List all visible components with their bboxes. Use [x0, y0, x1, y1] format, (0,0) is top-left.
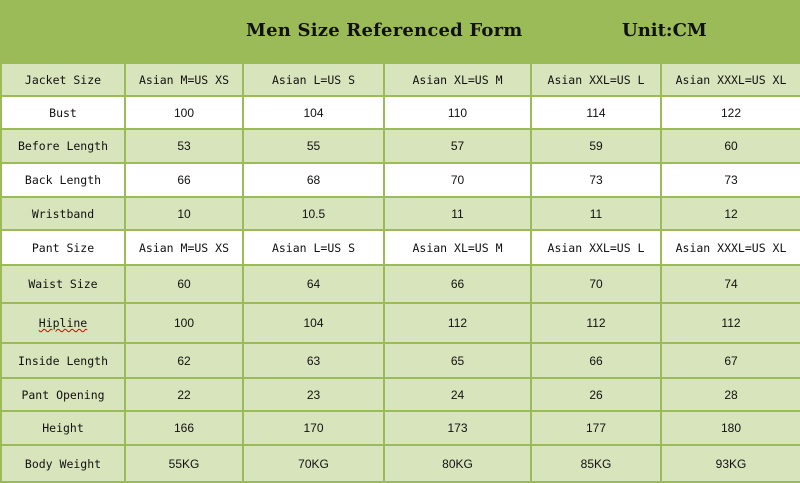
row-label: Before Length — [0, 128, 126, 164]
table-cell: 70 — [383, 162, 532, 198]
table-cell: Asian L=US S — [242, 62, 385, 97]
table-row: Pant Size Asian M=US XS Asian L=US S Asian … — [0, 229, 800, 266]
table-row: Jacket Size Asian M=US XS Asian L=US S Asia… — [0, 62, 800, 97]
table-cell: 66 — [530, 342, 662, 379]
table-cell: 67 — [660, 342, 800, 379]
table-cell: 64 — [242, 264, 385, 304]
row-label: Jacket Size — [0, 62, 126, 97]
row-label: Waist Size — [0, 264, 126, 304]
row-label: Bust — [0, 95, 126, 130]
unit-label: Unit:CM — [622, 20, 707, 41]
table-cell: 110 — [383, 95, 532, 130]
table-cell: 104 — [242, 95, 385, 130]
table-cell: 10.5 — [242, 196, 385, 231]
table-cell: 66 — [383, 264, 532, 304]
table-cell: Asian M=US XS — [124, 62, 244, 97]
table-cell: 112 — [530, 302, 662, 344]
table-row: Waist Size 60 64 66 70 74 — [0, 264, 800, 304]
row-label: Wristband — [0, 196, 126, 231]
table-row: Hipline 100 104 112 112 112 — [0, 302, 800, 344]
table-row: Back Length 66 68 70 73 73 — [0, 162, 800, 198]
table-cell: 180 — [660, 410, 800, 446]
table-cell: 26 — [530, 377, 662, 412]
row-label: Inside Length — [0, 342, 126, 379]
row-label: Pant Size — [0, 229, 126, 266]
table-cell: Asian XXL=US L — [530, 229, 662, 266]
table-cell: Asian XL=US M — [383, 229, 532, 266]
table-cell: 55 — [242, 128, 385, 164]
table-cell: Asian XXXL=US XL — [660, 62, 800, 97]
table-cell: 73 — [530, 162, 662, 198]
table-cell: 104 — [242, 302, 385, 344]
table-cell: 55KG — [124, 444, 244, 483]
table-cell: 177 — [530, 410, 662, 446]
row-label: Hipline — [0, 302, 126, 344]
table-row: Height 166 170 173 177 180 — [0, 410, 800, 446]
page-title: Men Size Referenced Form — [246, 20, 523, 41]
table-cell: 23 — [242, 377, 385, 412]
table-cell: 85KG — [530, 444, 662, 483]
table-cell: 170 — [242, 410, 385, 446]
table-cell: 70KG — [242, 444, 385, 483]
table-cell: 66 — [124, 162, 244, 198]
table-cell: 70 — [530, 264, 662, 304]
size-table: Jacket Size Asian M=US XS Asian L=US S Asia… — [0, 62, 800, 483]
table-row: Pant Opening 22 23 24 26 28 — [0, 377, 800, 412]
table-cell: 63 — [242, 342, 385, 379]
table-cell: 12 — [660, 196, 800, 231]
table-cell: 73 — [660, 162, 800, 198]
table-cell: 166 — [124, 410, 244, 446]
table-cell: 57 — [383, 128, 532, 164]
row-label: Body Weight — [0, 444, 126, 483]
table-cell: 60 — [124, 264, 244, 304]
table-row: Wristband 10 10.5 11 11 12 — [0, 196, 800, 231]
table-cell: Asian XXL=US L — [530, 62, 662, 97]
table-cell: 80KG — [383, 444, 532, 483]
table-cell: 11 — [530, 196, 662, 231]
table-cell: 24 — [383, 377, 532, 412]
table-cell: 93KG — [660, 444, 800, 483]
table-cell: 112 — [660, 302, 800, 344]
title-banner: Men Size Referenced Form Unit:CM — [0, 0, 800, 62]
table-cell: 28 — [660, 377, 800, 412]
row-label: Pant Opening — [0, 377, 126, 412]
table-cell: 74 — [660, 264, 800, 304]
table-cell: 62 — [124, 342, 244, 379]
table-cell: 68 — [242, 162, 385, 198]
table-cell: Asian L=US S — [242, 229, 385, 266]
table-cell: 22 — [124, 377, 244, 412]
table-cell: 173 — [383, 410, 532, 446]
table-cell: 65 — [383, 342, 532, 379]
table-cell: 112 — [383, 302, 532, 344]
table-cell: 100 — [124, 95, 244, 130]
table-row: Body Weight 55KG 70KG 80KG 85KG 93KG — [0, 444, 800, 483]
table-cell: 53 — [124, 128, 244, 164]
row-label: Height — [0, 410, 126, 446]
table-cell: 122 — [660, 95, 800, 130]
row-label: Back Length — [0, 162, 126, 198]
table-cell: 114 — [530, 95, 662, 130]
table-cell: 60 — [660, 128, 800, 164]
table-row: Before Length 53 55 57 59 60 — [0, 128, 800, 164]
table-cell: 100 — [124, 302, 244, 344]
table-cell: Asian M=US XS — [124, 229, 244, 266]
table-cell: 59 — [530, 128, 662, 164]
table-cell: 10 — [124, 196, 244, 231]
table-cell: Asian XL=US M — [383, 62, 532, 97]
table-row: Bust 100 104 110 114 122 — [0, 95, 800, 130]
table-row: Inside Length 62 63 65 66 67 — [0, 342, 800, 379]
table-cell: 11 — [383, 196, 532, 231]
table-cell: Asian XXXL=US XL — [660, 229, 800, 266]
